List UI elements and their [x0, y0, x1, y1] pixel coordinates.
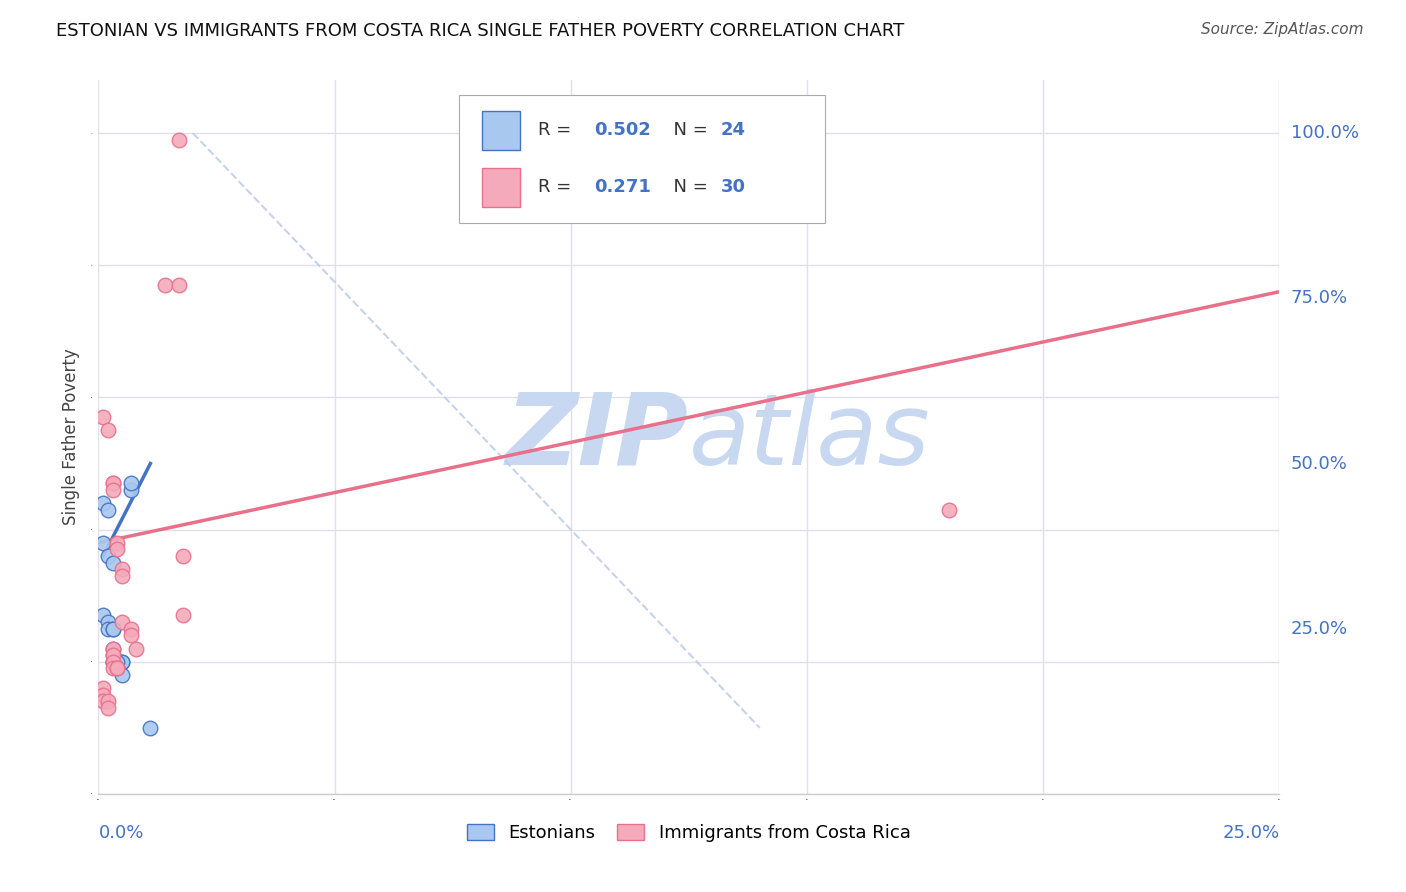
- Point: [125, 641, 148, 656]
- Point: [121, 628, 143, 642]
- Point: [105, 661, 128, 675]
- Point: [101, 556, 124, 570]
- Point: [105, 655, 128, 669]
- Point: [101, 641, 124, 656]
- Point: [111, 668, 134, 682]
- Point: [97, 701, 120, 715]
- Text: R =: R =: [537, 121, 576, 139]
- Point: [101, 622, 124, 636]
- Point: [111, 655, 134, 669]
- Point: [172, 549, 194, 563]
- Point: [105, 536, 128, 550]
- Text: 50.0%: 50.0%: [1291, 455, 1347, 473]
- Point: [101, 648, 124, 662]
- Point: [111, 655, 134, 669]
- Point: [91, 608, 114, 623]
- Point: [167, 133, 190, 147]
- Point: [91, 536, 114, 550]
- Text: ZIP: ZIP: [506, 389, 689, 485]
- Point: [105, 661, 128, 675]
- Point: [101, 661, 124, 675]
- Text: 0.271: 0.271: [595, 178, 651, 196]
- Point: [91, 410, 114, 425]
- Point: [97, 615, 120, 629]
- Point: [97, 622, 120, 636]
- Point: [121, 622, 143, 636]
- Point: [101, 476, 124, 491]
- Text: N =: N =: [662, 121, 713, 139]
- Point: [97, 549, 120, 563]
- Text: 25.0%: 25.0%: [1291, 620, 1348, 638]
- Point: [153, 278, 176, 293]
- Point: [105, 655, 128, 669]
- Point: [97, 694, 120, 708]
- Point: [105, 661, 128, 675]
- Text: 25.0%: 25.0%: [1222, 824, 1279, 842]
- FancyBboxPatch shape: [482, 168, 520, 207]
- Point: [101, 622, 124, 636]
- Text: 100.0%: 100.0%: [1291, 124, 1358, 142]
- Point: [101, 655, 124, 669]
- Text: 30: 30: [721, 178, 745, 196]
- Point: [111, 569, 134, 583]
- Text: R =: R =: [537, 178, 576, 196]
- Text: N =: N =: [662, 178, 713, 196]
- Text: atlas: atlas: [689, 389, 931, 485]
- Text: ESTONIAN VS IMMIGRANTS FROM COSTA RICA SINGLE FATHER POVERTY CORRELATION CHART: ESTONIAN VS IMMIGRANTS FROM COSTA RICA S…: [56, 22, 904, 40]
- FancyBboxPatch shape: [458, 95, 825, 223]
- Point: [111, 615, 134, 629]
- Point: [101, 483, 124, 497]
- Point: [101, 655, 124, 669]
- Point: [97, 502, 120, 516]
- FancyBboxPatch shape: [482, 111, 520, 150]
- Point: [938, 502, 960, 516]
- Text: 0.0%: 0.0%: [98, 824, 143, 842]
- Point: [101, 476, 124, 491]
- Point: [121, 476, 143, 491]
- Point: [139, 721, 162, 735]
- Text: Source: ZipAtlas.com: Source: ZipAtlas.com: [1201, 22, 1364, 37]
- Point: [97, 424, 120, 438]
- Point: [121, 483, 143, 497]
- Point: [91, 694, 114, 708]
- Point: [91, 681, 114, 695]
- Text: 75.0%: 75.0%: [1291, 289, 1348, 308]
- Point: [111, 562, 134, 576]
- Text: 0.502: 0.502: [595, 121, 651, 139]
- Point: [172, 608, 194, 623]
- Legend: Estonians, Immigrants from Costa Rica: Estonians, Immigrants from Costa Rica: [460, 816, 918, 849]
- Point: [101, 641, 124, 656]
- Point: [105, 542, 128, 557]
- Y-axis label: Single Father Poverty: Single Father Poverty: [62, 349, 80, 525]
- Point: [167, 278, 190, 293]
- Text: 24: 24: [721, 121, 745, 139]
- Point: [91, 496, 114, 510]
- Point: [101, 648, 124, 662]
- Point: [101, 655, 124, 669]
- Point: [105, 655, 128, 669]
- Point: [91, 688, 114, 702]
